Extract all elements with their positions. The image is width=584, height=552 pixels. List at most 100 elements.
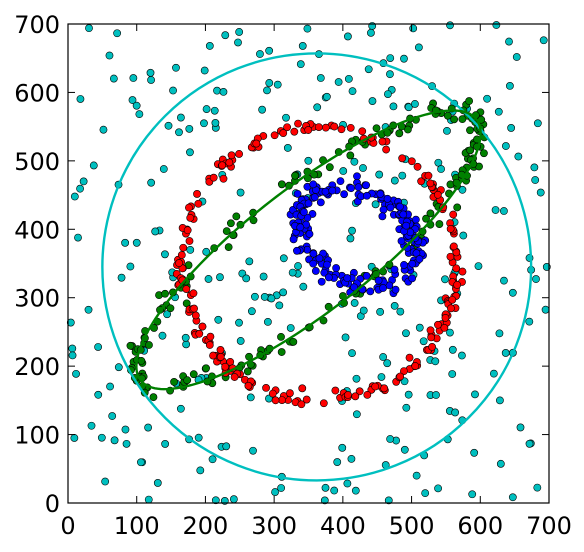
noise-point (159, 165, 168, 173)
noise-point (434, 484, 442, 493)
ring-point (362, 181, 371, 190)
noise-point (376, 307, 385, 316)
noise-point (121, 425, 130, 434)
ring-point (378, 137, 387, 146)
noise-point (343, 479, 352, 488)
ring-point (340, 190, 348, 199)
noise-point (129, 74, 138, 82)
noise-point (338, 443, 347, 452)
noise-point (404, 103, 413, 112)
noise-point (322, 92, 331, 101)
noise-point (379, 353, 388, 361)
ring-point (198, 322, 207, 331)
ring-point (379, 205, 388, 214)
noise-point (211, 496, 220, 505)
ring-point (408, 259, 417, 268)
ring-point (183, 226, 192, 235)
ring-point (351, 392, 360, 401)
ring-point (221, 362, 230, 371)
noise-point (132, 101, 141, 110)
noise-point (333, 458, 342, 466)
noise-point (267, 294, 276, 303)
noise-point (200, 66, 209, 75)
ellipse-point (277, 348, 286, 356)
noise-point (508, 288, 517, 297)
ring-point (363, 390, 372, 399)
noise-point (68, 344, 77, 353)
ring-point (191, 311, 200, 320)
ring-point (314, 123, 323, 131)
ring-point (358, 127, 367, 136)
noise-point (367, 28, 375, 37)
noise-point (386, 70, 394, 79)
ellipse-point (126, 341, 135, 350)
ring-point (343, 274, 352, 282)
noise-point (74, 233, 82, 242)
noise-point (348, 349, 356, 358)
ring-point (405, 353, 414, 362)
ring-point (371, 382, 380, 391)
ellipse-point (183, 376, 192, 385)
noise-point (161, 250, 169, 259)
noise-point (210, 106, 219, 115)
noise-point (172, 63, 180, 72)
noise-point (186, 148, 194, 157)
ellipse-point (443, 111, 452, 120)
ring-point (216, 352, 225, 361)
noise-point (384, 496, 393, 505)
noise-point (249, 446, 257, 455)
noise-point (508, 493, 517, 502)
noise-point (344, 74, 353, 83)
noise-point (109, 74, 118, 83)
noise-point (303, 24, 312, 33)
noise-point (400, 377, 409, 386)
noise-point (164, 121, 173, 130)
ring-point (331, 386, 340, 395)
noise-point (402, 403, 411, 412)
noise-point (409, 24, 418, 33)
noise-point (256, 50, 264, 58)
ring-point (309, 259, 318, 268)
noise-point (279, 288, 288, 297)
plot-border (67, 23, 550, 504)
ellipse-point (277, 332, 285, 341)
noise-point (70, 192, 79, 201)
noise-point (245, 257, 254, 266)
ring-point (362, 272, 371, 280)
ring-point (321, 123, 330, 132)
ellipse-point (422, 214, 430, 223)
noise-point (364, 65, 373, 74)
noise-point (334, 78, 343, 86)
ring-point (350, 283, 358, 292)
ring-point (268, 389, 277, 398)
ring-point (378, 212, 387, 221)
ellipse-point (170, 378, 178, 386)
ring-point (300, 208, 308, 217)
noise-point (448, 345, 457, 354)
noise-point (70, 434, 79, 442)
ellipse-point (277, 180, 286, 189)
noise-point (121, 238, 130, 247)
noise-point (169, 86, 177, 95)
noise-point (236, 337, 245, 345)
noise-point (106, 382, 114, 391)
noise-point (175, 128, 183, 137)
noise-point (411, 100, 419, 108)
noise-point (386, 54, 395, 62)
noise-point (298, 42, 307, 50)
noise-point (459, 231, 468, 240)
ring-point (230, 373, 239, 381)
ellipse-point (450, 115, 459, 124)
noise-point (144, 423, 153, 432)
ring-point (353, 172, 361, 181)
noise-point (496, 396, 504, 405)
ring-point (262, 384, 270, 392)
ring-point (298, 384, 307, 393)
noise-point (94, 343, 103, 351)
noise-point (359, 306, 368, 315)
noise-point (147, 76, 155, 84)
x-tick-label: 600 (457, 512, 503, 540)
ring-point (337, 125, 346, 134)
ring-point (336, 177, 345, 186)
